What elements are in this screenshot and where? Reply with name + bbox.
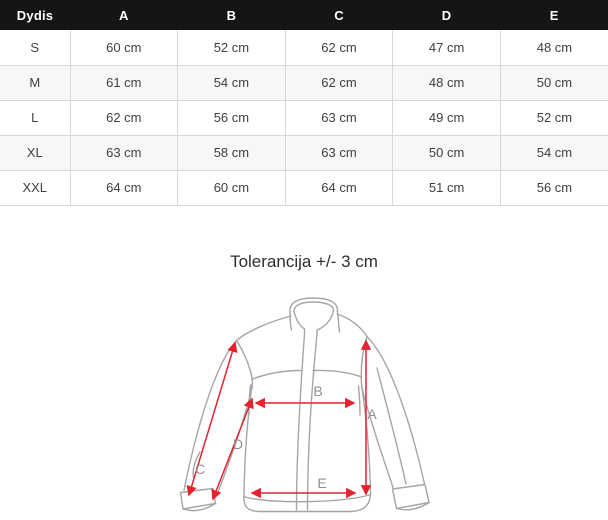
column-header-e: E (500, 0, 608, 30)
measurement-cell: 48 cm (392, 65, 501, 101)
table-row-xxl: XXL 64 cm 60 cm 64 cm 51 cm 56 cm (0, 170, 608, 206)
column-header-c: C (285, 0, 393, 30)
diagram-label-b: B (313, 383, 322, 399)
measurement-cell: 62 cm (284, 65, 393, 101)
diagram-label-d: D (233, 436, 243, 452)
jacket-hem-seam (244, 494, 371, 503)
measurement-labels: A B C D E (195, 383, 377, 491)
jacket-outline (179, 297, 430, 513)
measurement-cell: 60 cm (69, 30, 178, 66)
measurement-cell: 63 cm (284, 100, 393, 136)
jacket-shoulder-right (336, 313, 368, 338)
jacket-collar-outer (289, 297, 339, 313)
measurement-cell: 49 cm (392, 100, 501, 136)
size-cell: XL (0, 135, 70, 171)
column-header-d: D (392, 0, 501, 30)
column-header-size: Dydis (0, 0, 70, 30)
jacket-placket-right (306, 333, 318, 511)
measurement-cell: 56 cm (499, 170, 608, 206)
table-row-xl: XL 63 cm 58 cm 63 cm 50 cm 54 cm (0, 135, 608, 171)
jacket-measurement-diagram: A B C D E (160, 293, 460, 520)
table-row-m: M 61 cm 54 cm 62 cm 48 cm 50 cm (0, 65, 608, 101)
measurement-cell: 51 cm (392, 170, 501, 206)
jacket-placket-left (295, 333, 306, 511)
jacket-sleeve-right-seam (376, 367, 407, 485)
jacket-collar-inner (293, 301, 335, 312)
column-header-a: A (70, 0, 178, 30)
measurement-cell: 62 cm (284, 30, 393, 66)
jacket-cuff-right-opening (395, 501, 430, 511)
measurement-cell: 56 cm (177, 100, 286, 136)
jacket-collar-left-side (289, 311, 293, 331)
size-cell: M (0, 65, 70, 101)
table-header-row: Dydis A B C D E (0, 0, 608, 30)
jacket-hem-bottom (243, 492, 372, 513)
measurement-cell: 52 cm (177, 30, 286, 66)
jacket-collar-front-left (293, 310, 306, 335)
tolerance-note: Tolerancija +/- 3 cm (230, 252, 378, 271)
measurement-cell: 61 cm (69, 65, 178, 101)
measurement-cell: 62 cm (69, 100, 178, 136)
jacket-chest-seam-left (251, 369, 302, 380)
size-table: Dydis A B C D E S 60 cm 52 cm 62 cm 47 c… (0, 0, 608, 206)
table-row-s: S 60 cm 52 cm 62 cm 47 cm 48 cm (0, 30, 608, 66)
measurement-cell: 50 cm (392, 135, 501, 171)
jacket-collar-front-right (316, 309, 335, 335)
jacket-armhole-left (235, 339, 254, 383)
measurement-cell: 50 cm (499, 65, 608, 101)
measurement-cell: 64 cm (284, 170, 393, 206)
diagram-label-a: A (367, 406, 377, 422)
diagram-label-c: C (195, 461, 205, 477)
measurement-cell: 54 cm (177, 65, 286, 101)
measurement-cell: 48 cm (499, 30, 608, 66)
column-header-b: B (177, 0, 286, 30)
size-cell: XXL (0, 170, 70, 206)
measurement-cell: 47 cm (392, 30, 501, 66)
measurement-cell: 60 cm (177, 170, 286, 206)
measurement-cell: 54 cm (499, 135, 608, 171)
measurement-cell: 63 cm (69, 135, 178, 171)
jacket-shoulder-left (235, 315, 292, 342)
measurement-cell: 63 cm (284, 135, 393, 171)
jacket-diagram-svg: A B C D E (179, 297, 430, 513)
arrow-d (211, 397, 254, 501)
table-row-l: L 62 cm 56 cm 63 cm 49 cm 52 cm (0, 100, 608, 136)
size-cell: S (0, 30, 70, 66)
jacket-sleeve-right-outer (366, 335, 426, 485)
size-cell: L (0, 100, 70, 136)
measurement-arrows (186, 339, 372, 501)
measurement-cell: 52 cm (499, 100, 608, 136)
diagram-label-e: E (317, 475, 326, 491)
jacket-cuff-left-opening (182, 502, 217, 512)
jacket-chest-seam-right (312, 369, 363, 378)
measurement-cell: 58 cm (177, 135, 286, 171)
jacket-panel-seam-right (357, 385, 361, 416)
jacket-collar-right-side (336, 310, 341, 333)
measurement-cell: 64 cm (69, 170, 178, 206)
